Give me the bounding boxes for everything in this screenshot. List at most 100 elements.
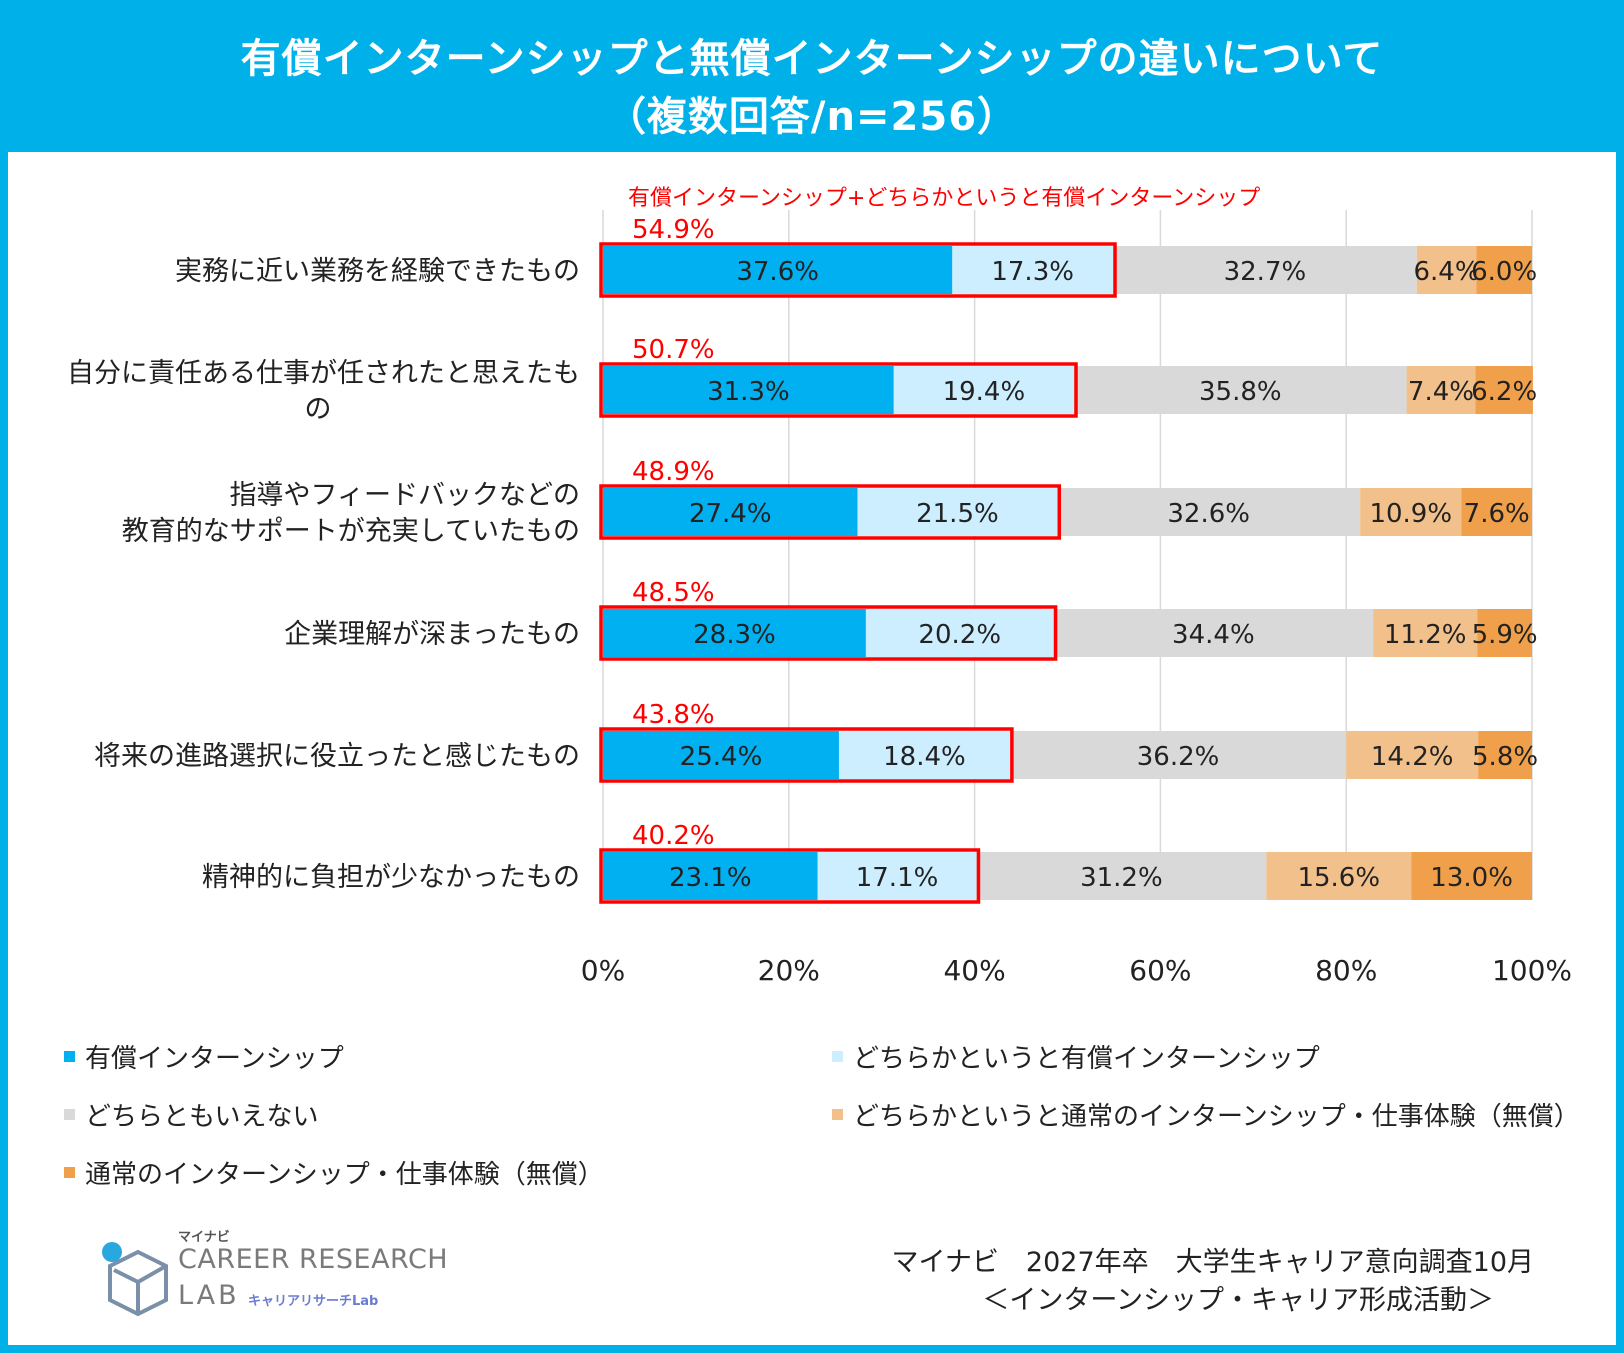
category-label: 将来の進路選択に役立ったと感じたもの [94,741,580,772]
bar-segment [1057,488,1361,536]
bar-segment [1009,731,1347,779]
bar-value-label: 17.1% [856,863,939,893]
bar-value-label: 10.9% [1369,499,1452,529]
bar-segment [1478,731,1532,779]
category-label: 実務に近い業務を経験できたもの [175,256,580,287]
highlight-total-label: 48.5% [632,578,715,608]
bar-segment [603,246,953,294]
highlight-box [599,484,1062,540]
bar-segment [603,609,866,657]
bar-value-label: 31.2% [1080,863,1163,893]
bar-value-label: 23.1% [669,863,752,893]
career-research-lab-logo: マイナビ CAREER RESEARCH LAB キャリアリサーチLab [100,1226,448,1336]
bar-segment [1406,366,1476,414]
bar-value-label: 32.7% [1224,257,1307,287]
bar-segment [603,731,839,779]
legend-item: 通常のインターンシップ・仕事体験（無償） [64,1154,604,1190]
bar-value-label: 6.2% [1471,377,1537,407]
bar-value-label: 25.4% [680,742,763,772]
bar-value-label: 27.4% [689,499,772,529]
legend-item: どちらかというと有償インターンシップ [832,1038,1320,1074]
x-tick-label: 80% [1315,954,1377,987]
highlight-box [599,727,1014,783]
highlight-box [599,242,1117,298]
highlight-total-label: 54.9% [632,215,715,245]
highlight-total-label: 40.2% [632,821,715,851]
bar-value-label: 34.4% [1172,620,1255,650]
bar-value-label: 37.6% [736,257,819,287]
bar-segment [976,852,1267,900]
x-tick-label: 20% [758,954,820,987]
highlight-box [599,362,1078,418]
bar-segment [893,366,1075,414]
highlight-total-label: 50.7% [632,335,715,365]
bar-value-label: 17.3% [991,257,1074,287]
bar-segment [1113,246,1417,294]
bar-segment [865,609,1054,657]
highlight-total-label: 43.8% [632,700,715,730]
bar-value-label: 28.3% [693,620,776,650]
category-label: 企業理解が深まったもの [284,619,580,650]
bar-value-label: 15.6% [1297,863,1380,893]
legend-label: どちらかというと通常のインターンシップ・仕事体験（無償） [853,1101,1580,1132]
legend-swatch [832,1108,843,1120]
bar-value-label: 14.2% [1371,742,1454,772]
bar-value-label: 19.4% [943,377,1026,407]
logo-career-text: CAREER RESEARCH [178,1244,449,1275]
legend-swatch [64,1108,75,1120]
bar-segment [1416,246,1477,294]
bar-segment [1411,852,1532,900]
legend-item: どちらかというと通常のインターンシップ・仕事体験（無償） [832,1096,1580,1132]
legend-label: 有償インターンシップ [85,1043,344,1074]
highlight-label: 有償インターンシップ+どちらかというと有償インターンシップ [628,186,1260,211]
category-label: 教育的なサポートが充実していたもの [122,516,580,547]
x-tick-label: 60% [1129,954,1191,987]
bar-segment [1053,609,1374,657]
bar-value-label: 5.8% [1472,742,1538,772]
bar-value-label: 32.6% [1167,499,1250,529]
legend-swatch [64,1166,75,1178]
bar-segment [1461,488,1532,536]
legend-label: 通常のインターンシップ・仕事体験（無償） [85,1159,604,1190]
bar-value-label: 18.4% [883,742,966,772]
bar-value-label: 7.6% [1464,499,1530,529]
bar-value-label: 6.0% [1471,257,1537,287]
legend-swatch [832,1050,843,1062]
bar-segment [1373,609,1478,657]
bar-segment [1475,366,1533,414]
source-line1: マイナビ 2027年卒 大学生キャリア意向調査10月 [891,1247,1534,1278]
chart-title: 有償インターンシップと無償インターンシップの違いについて [240,36,1384,82]
legend-item: 有償インターンシップ [64,1038,344,1074]
legend-label: どちらかというと有償インターンシップ [853,1043,1320,1074]
logo-lab-sub-text: キャリアリサーチLab [248,1294,379,1309]
legend-label: どちらともいえない [85,1101,319,1132]
source-note: マイナビ 2027年卒 大学生キャリア意向調査10月 ＜インターンシップ・キャリ… [764,1244,1564,1320]
logo-mynavi-text: マイナビ [178,1230,230,1245]
highlight-total-label: 48.9% [632,457,715,487]
bar-value-label: 31.3% [707,377,790,407]
category-label: 精神的に負担が少なかったもの [202,862,580,893]
category-label: 自分に責任ある仕事が任されたと思えたも [67,358,580,389]
bar-value-label: 21.5% [916,499,999,529]
category-label: 指導やフィードバックなどの [230,480,580,511]
bar-segment [1476,246,1532,294]
bar-segment [603,366,894,414]
bar-segment [817,852,977,900]
bar-segment [1074,366,1407,414]
bar-segment [952,246,1114,294]
bar-value-label: 11.2% [1384,620,1467,650]
bar-segment [857,488,1058,536]
legend-swatch [64,1050,75,1062]
x-tick-label: 100% [1492,954,1572,987]
chart-subtitle: （複数回答/n=256） [605,94,1019,140]
bar-segment [1266,852,1412,900]
logo-lab-text: LAB [178,1280,240,1311]
bar-segment [1360,488,1462,536]
source-line2: ＜インターンシップ・キャリア形成活動＞ [982,1285,1494,1316]
x-tick-label: 40% [943,954,1005,987]
bar-segment [603,852,818,900]
bar-segment [1477,609,1532,657]
legend-item: どちらともいえない [64,1096,318,1132]
